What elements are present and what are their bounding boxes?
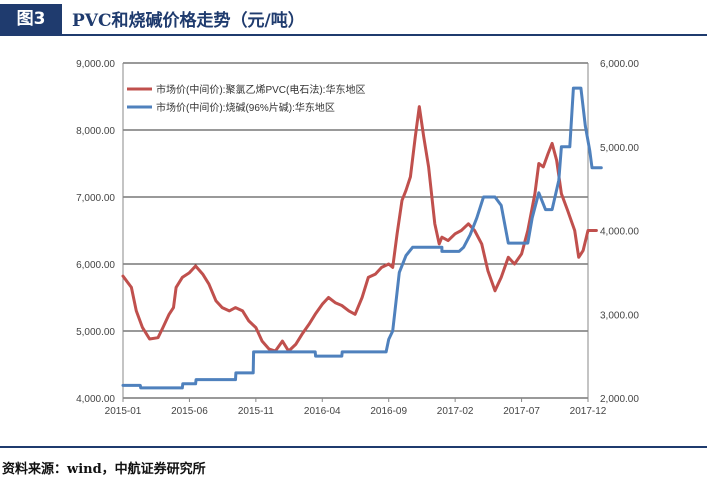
legend: 市场价(中间价):聚氯乙烯PVC(电石法):华东地区市场价(中间价):烧碱(96… [127, 83, 365, 114]
series-lines [121, 86, 603, 390]
x-tick-label: 2016-09 [370, 406, 407, 417]
axes: 4,000.00 5,000.00 6,000.00 7,000.00 8,000.00… [76, 59, 639, 417]
figure-header: 图3 PVC和烧碱价格走势（元/吨） [0, 0, 707, 36]
source-note: 资料来源：wind，中航证券研究所 [2, 462, 206, 477]
pvc-price-line [121, 105, 598, 353]
x-tick-label: 2015-01 [105, 406, 142, 417]
y-left-tick-label: 8,000.00 [76, 126, 115, 137]
legend-label: 市场价(中间价):聚氯乙烯PVC(电石法):华东地区 [156, 83, 365, 96]
figure-number-badge: 图3 [0, 4, 62, 34]
x-tick-label: 2017-02 [437, 406, 474, 417]
y-right-tick-label: 3,000.00 [600, 310, 639, 321]
header-divider [0, 34, 707, 36]
y-left-tick-label: 5,000.00 [76, 327, 115, 338]
x-tick-label: 2016-04 [304, 406, 341, 417]
legend-label: 市场价(中间价):烧碱(96%片碱):华东地区 [156, 101, 335, 114]
y-left-tick-label: 9,000.00 [76, 59, 115, 70]
caustic-soda-price-line [121, 86, 603, 390]
y-left-tick-label: 4,000.00 [76, 394, 115, 405]
x-tick-label: 2017-12 [570, 406, 607, 417]
footer-divider [0, 446, 707, 448]
y-right-tick-label: 4,000.00 [600, 227, 639, 238]
x-tick-label: 2017-07 [503, 406, 540, 417]
y-left-tick-label: 6,000.00 [76, 260, 115, 271]
x-tick-label: 2015-06 [171, 406, 208, 417]
x-tick-label: 2015-11 [238, 406, 274, 417]
y-right-tick-label: 5,000.00 [600, 143, 639, 154]
price-trend-chart: 4,000.00 5,000.00 6,000.00 7,000.00 8,000.00… [76, 59, 639, 417]
grid-lines [123, 62, 588, 399]
y-right-tick-label: 6,000.00 [600, 59, 639, 70]
y-right-tick-label: 2,000.00 [600, 394, 639, 405]
y-left-tick-label: 7,000.00 [76, 193, 115, 204]
figure-title: PVC和烧碱价格走势（元/吨） [72, 11, 305, 31]
